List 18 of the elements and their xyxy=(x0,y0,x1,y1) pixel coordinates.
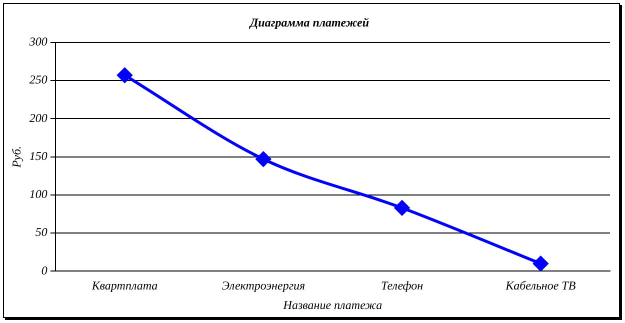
x-tick-label: Квартплата xyxy=(90,278,158,293)
y-tick-label: 50 xyxy=(35,225,48,240)
x-axis-title: Название платежа xyxy=(282,298,382,312)
y-tick-label: 250 xyxy=(29,72,48,87)
y-tick-label: 100 xyxy=(29,187,48,202)
y-tick-label: 150 xyxy=(29,148,48,163)
x-tick-label: Телефон xyxy=(380,278,424,293)
y-tick-label: 200 xyxy=(29,110,48,125)
point xyxy=(117,68,132,83)
point xyxy=(394,200,410,216)
x-tick-label: Электроэнергия xyxy=(222,278,306,293)
y-tick-label: 0 xyxy=(41,263,48,278)
point xyxy=(256,152,271,167)
chart-title: Диаграмма платежей xyxy=(248,15,370,30)
y-tick-label: 300 xyxy=(28,34,48,49)
point xyxy=(533,256,548,272)
x-tick-label: Кабельное ТВ xyxy=(504,278,576,293)
y-axis-title: Руб. xyxy=(9,146,24,169)
